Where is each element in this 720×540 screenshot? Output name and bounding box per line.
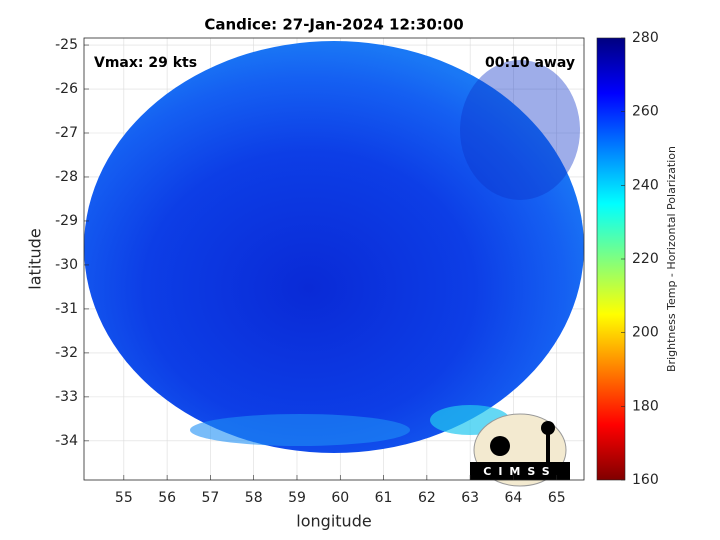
logo-dish bbox=[490, 436, 510, 456]
colorbar-tick-label: 200 bbox=[632, 325, 659, 341]
x-tick-label: 58 bbox=[245, 490, 263, 506]
logo-tower bbox=[546, 430, 550, 462]
x-tick-label: 57 bbox=[201, 490, 219, 506]
annotation: Vmax: 29 kts bbox=[94, 55, 197, 71]
colorbar bbox=[596, 37, 626, 481]
logo-band bbox=[470, 462, 570, 480]
swath bbox=[84, 41, 584, 453]
x-tick-label: 55 bbox=[115, 490, 133, 506]
x-tick-label: 65 bbox=[548, 490, 566, 506]
colorbar-tick-label: 260 bbox=[632, 104, 659, 120]
annotation: 00:10 away bbox=[485, 55, 575, 71]
y-tick-label: -29 bbox=[55, 213, 78, 229]
y-tick-label: -26 bbox=[55, 81, 78, 97]
x-tick-label: 64 bbox=[505, 490, 523, 506]
x-tick-label: 59 bbox=[288, 490, 306, 506]
colorbar-label: Brightness Temp - Horizontal Polarizatio… bbox=[665, 146, 678, 372]
logo-tank bbox=[541, 421, 555, 435]
x-tick-label: 62 bbox=[418, 490, 436, 506]
colorbar-tick-label: 160 bbox=[632, 472, 659, 488]
y-tick-label: -30 bbox=[55, 257, 78, 273]
colorbar-tick-label: 280 bbox=[632, 30, 659, 46]
x-tick-label: 63 bbox=[461, 490, 479, 506]
imagery bbox=[84, 41, 584, 453]
swath-detail bbox=[190, 414, 410, 446]
y-tick-label: -28 bbox=[55, 169, 78, 185]
y-tick-label: -27 bbox=[55, 125, 78, 141]
x-axis-label: longitude bbox=[296, 512, 371, 531]
y-tick-label: -25 bbox=[55, 37, 78, 53]
y-tick-label: -33 bbox=[55, 389, 78, 405]
swath-detail bbox=[460, 60, 580, 200]
chart-title: Candice: 27-Jan-2024 12:30:00 bbox=[204, 16, 463, 34]
colorbar-tick-label: 240 bbox=[632, 177, 659, 193]
y-tick-label: -31 bbox=[55, 301, 78, 317]
y-axis-label: latitude bbox=[26, 228, 45, 289]
logo-text: CIMSS bbox=[483, 465, 556, 478]
y-tick-label: -32 bbox=[55, 345, 78, 361]
x-tick-label: 56 bbox=[158, 490, 176, 506]
colorbar-tick-label: 220 bbox=[632, 251, 659, 267]
colorbar-tick-label: 180 bbox=[632, 398, 659, 414]
y-tick-label: -34 bbox=[55, 433, 78, 449]
x-tick-label: 61 bbox=[375, 490, 393, 506]
logo: CIMSS bbox=[470, 413, 570, 487]
plot-frame bbox=[83, 37, 585, 481]
x-tick-label: 60 bbox=[331, 490, 349, 506]
